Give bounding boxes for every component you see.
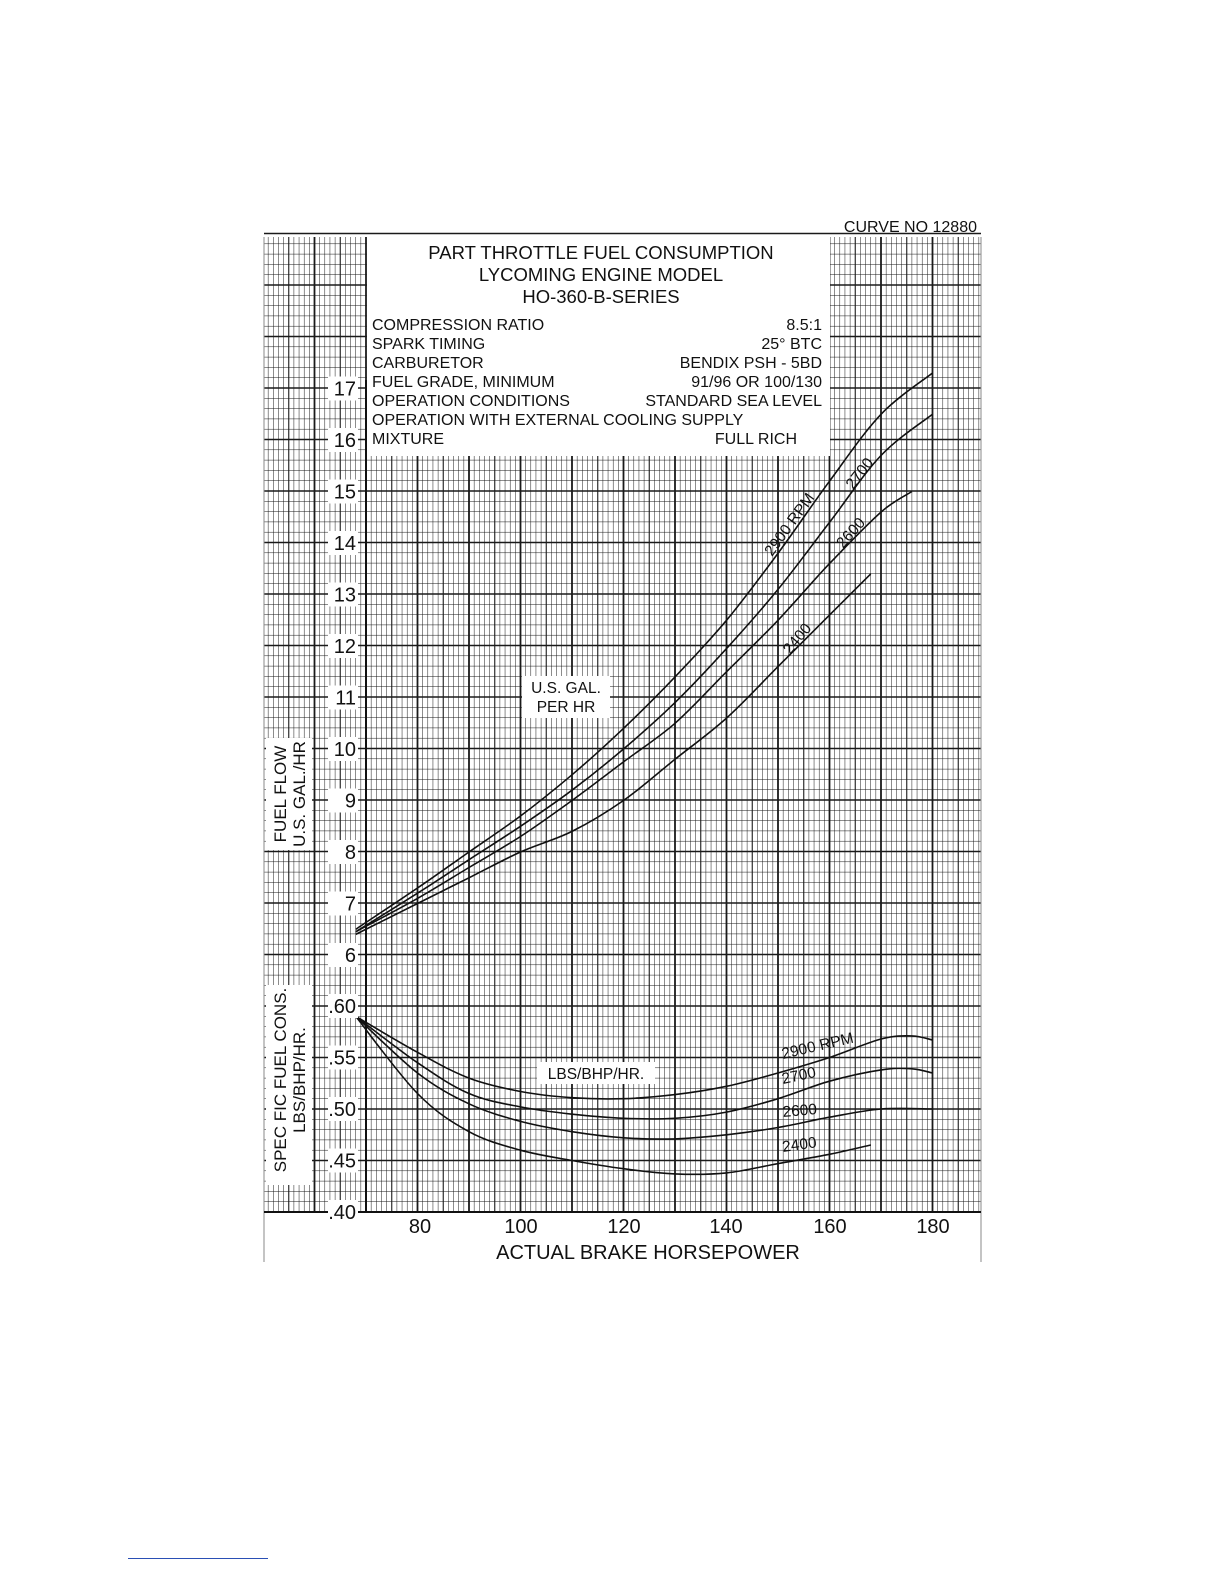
- lbs-bhp-hr-annotation: LBS/BHP/HR.: [537, 1062, 655, 1084]
- fuel-flow-y-tick-label-background: [328, 840, 358, 864]
- specific-fuel-axis-title-line-2: LBS/BHP/HR.: [290, 1027, 309, 1133]
- x-axis-title: ACTUAL BRAKE HORSEPOWER: [496, 1242, 800, 1264]
- chart-curves: [355, 372, 934, 1176]
- specific-fuel-series-line-0: [355, 1015, 933, 1100]
- spec-operation-value: STANDARD SEA LEVEL: [645, 393, 822, 410]
- specific-fuel-series-label-2700: 2700: [780, 1064, 818, 1088]
- specific-fuel-series-line-1: [355, 1015, 933, 1120]
- fuel-flow-y-tick-label: 6: [345, 945, 356, 967]
- fuel-flow-axis-title-line-2: U.S. GAL./HR: [290, 741, 309, 847]
- x-tick-label-120: 120: [607, 1216, 640, 1238]
- spec-spark-value: 25° BTC: [761, 336, 822, 353]
- specific-fuel-series-line-2: [355, 1015, 933, 1140]
- specific-fuel-y-tick-label-background: [328, 1200, 358, 1224]
- chart-title-line-3: HO-360-B-SERIES: [522, 286, 679, 307]
- specific-fuel-y-tick-label: .45: [328, 1151, 356, 1173]
- fuel-flow-axis-title: FUEL FLOW U.S. GAL./HR: [266, 738, 312, 850]
- gal-per-hr-annotation-line-2: PER HR: [537, 699, 596, 716]
- specific-fuel-y-tick-label: .60: [328, 996, 356, 1018]
- fuel-flow-y-tick-label: 11: [335, 688, 356, 710]
- curve-number: CURVE NO 12880: [844, 219, 977, 236]
- spec-fuel-grade-label: FUEL GRADE, MINIMUM: [372, 374, 555, 391]
- spec-carburetor-label: CARBURETOR: [372, 355, 484, 372]
- fuel-flow-y-tick-label-background: [328, 943, 358, 967]
- spec-cooling-label: OPERATION WITH EXTERNAL COOLING SUPPLY: [372, 412, 744, 429]
- fuel-flow-axis-title-background: [266, 738, 312, 850]
- fuel-flow-series-label-2400: 2400: [780, 620, 815, 658]
- fuel-flow-y-tick-label-background: [328, 788, 358, 813]
- title-box-background: [367, 236, 830, 456]
- fuel-flow-y-tick-label: 13: [334, 585, 356, 607]
- fuel-flow-series-line-0: [355, 372, 934, 930]
- gal-per-hr-annotation: U.S. GAL. PER HR: [522, 676, 610, 718]
- spec-compression-value: 8.5:1: [786, 317, 822, 334]
- fuel-flow-y-tick-label-background: [328, 428, 358, 452]
- fuel-flow-y-tick-label-background: [328, 582, 358, 607]
- fuel-flow-y-tick-label-background: [328, 634, 358, 658]
- specific-fuel-y-tick-label-background: [328, 994, 358, 1018]
- fuel-flow-y-tick-label-background: [328, 737, 358, 761]
- x-tick-label-160: 160: [813, 1216, 846, 1238]
- title-box: PART THROTTLE FUEL CONSUMPTION LYCOMING …: [367, 236, 830, 456]
- x-tick-label-180: 180: [916, 1216, 949, 1238]
- fuel-flow-y-tick-label: 15: [334, 482, 356, 504]
- spec-mixture-label: MIXTURE: [372, 431, 444, 448]
- fuel-flow-y-tick-label: 7: [345, 894, 356, 916]
- spec-spark-label: SPARK TIMING: [372, 336, 485, 353]
- chart-title-line-1: PART THROTTLE FUEL CONSUMPTION: [428, 242, 773, 263]
- fuel-flow-axis-title-line-1: FUEL FLOW: [271, 746, 290, 843]
- specific-fuel-series-line-3: [355, 1015, 871, 1176]
- y-axis-ticks: 6 7 8 9 10 11 12 13 14 15 16 17 .40 .45 .50 .55 .60: [328, 376, 358, 1224]
- x-tick-label-100: 100: [504, 1216, 537, 1238]
- fuel-flow-series-line-2: [355, 490, 913, 933]
- fuel-flow-y-tick-label-background: [328, 479, 358, 504]
- specific-fuel-y-tick-label: .55: [328, 1048, 356, 1070]
- specific-fuel-y-tick-label: .50: [328, 1099, 356, 1121]
- lbs-bhp-hr-annotation-background: [537, 1062, 655, 1084]
- spec-mixture-value: FULL RICH: [715, 431, 797, 448]
- fuel-flow-y-tick-label-background: [328, 376, 358, 401]
- chart-title-line-2: LYCOMING ENGINE MODEL: [479, 264, 723, 285]
- fuel-flow-series-label-2600: 2600: [833, 514, 869, 551]
- fuel-flow-y-tick-label-background: [328, 531, 358, 555]
- specific-fuel-axis-title: SPEC FIC FUEL CONS. LBS/BHP/HR.: [266, 985, 312, 1185]
- specific-fuel-axis-title-line-1: SPEC FIC FUEL CONS.: [271, 988, 290, 1173]
- footnote-rule: [128, 1558, 268, 1559]
- x-tick-label-140: 140: [709, 1216, 742, 1238]
- spec-operation-label: OPERATION CONDITIONS: [372, 393, 570, 410]
- spec-carburetor-value: BENDIX PSH - 5BD: [680, 355, 822, 372]
- gal-per-hr-annotation-background: [522, 676, 610, 718]
- x-tick-label-80: 80: [409, 1216, 431, 1238]
- fuel-flow-y-tick-label-background: [328, 891, 358, 916]
- fuel-flow-y-tick-label: 16: [334, 430, 356, 452]
- fuel-flow-y-tick-label: 12: [334, 636, 356, 658]
- fuel-flow-y-tick-label: 8: [345, 842, 356, 864]
- fuel-flow-y-tick-label: 14: [334, 533, 356, 555]
- gal-per-hr-annotation-line-1: U.S. GAL.: [531, 680, 601, 697]
- specific-fuel-series-label-2400: 2400: [781, 1134, 818, 1156]
- lbs-bhp-hr-annotation-text: LBS/BHP/HR.: [548, 1066, 644, 1083]
- fuel-flow-y-tick-label: 10: [334, 739, 356, 761]
- fuel-flow-y-tick-label: 9: [345, 791, 356, 813]
- specific-fuel-y-tick-label-background: [328, 1148, 358, 1173]
- fuel-flow-y-tick-label-background: [328, 685, 358, 710]
- specific-fuel-y-tick-label-background: [328, 1097, 358, 1121]
- specific-fuel-series-label-2600: 2600: [782, 1101, 818, 1121]
- x-axis: 80 100 120 140 160 180 ACTUAL BRAKE HORS…: [409, 1216, 950, 1264]
- specific-fuel-y-tick-label: .40: [328, 1202, 356, 1224]
- specific-fuel-y-tick-label-background: [328, 1045, 358, 1070]
- spec-fuel-grade-value: 91/96 OR 100/130: [691, 374, 822, 391]
- fuel-flow-series-line-3: [355, 573, 872, 936]
- specific-fuel-axis-title-background: [266, 985, 312, 1185]
- fuel-flow-series-line-1: [355, 413, 933, 933]
- fuel-flow-y-tick-label: 17: [334, 379, 356, 401]
- spec-compression-label: COMPRESSION RATIO: [372, 317, 544, 334]
